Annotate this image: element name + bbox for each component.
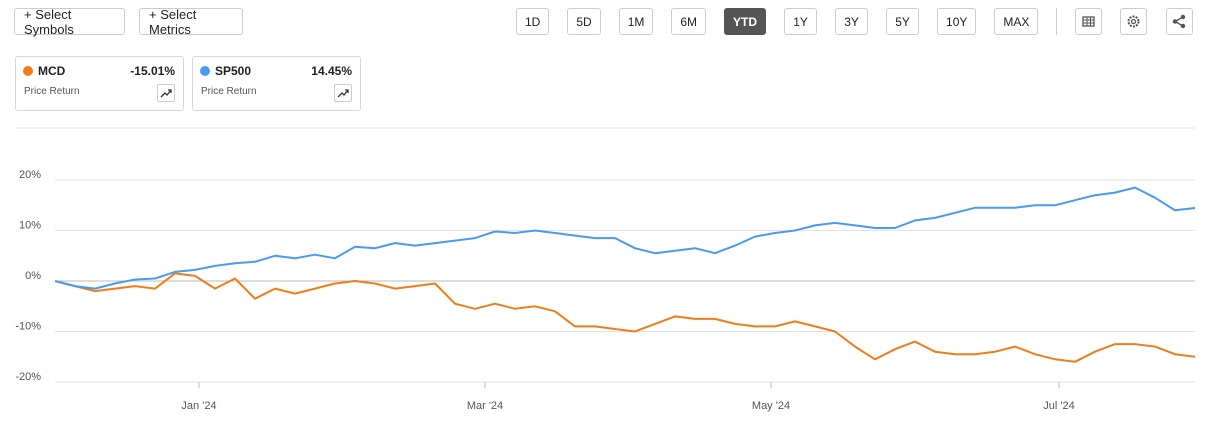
table-icon[interactable] [1075, 8, 1102, 35]
legend-name: SP500 [215, 64, 252, 78]
legend-card[interactable]: SP500 14.45% Price Return [192, 56, 361, 111]
share-glyph [1172, 14, 1186, 29]
legend-name: MCD [38, 64, 66, 78]
x-tick-label: Jul '24 [1043, 400, 1074, 412]
period-button[interactable]: 1Y [784, 8, 818, 35]
y-tick-label: -10% [15, 321, 41, 333]
period-selector: 1D 5D 1M 6M YTD 1Y 3Y 5Y 10Y MAX [516, 8, 1039, 35]
period-button[interactable]: 1D [516, 8, 550, 35]
legend-dot [23, 66, 33, 76]
trend-glyph [337, 89, 349, 98]
period-button[interactable]: 3Y [835, 8, 869, 35]
legend-card[interactable]: MCD -15.01% Price Return [15, 56, 184, 111]
table-glyph [1082, 16, 1095, 27]
period-button[interactable]: 5D [567, 8, 601, 35]
x-tick-label: May '24 [752, 400, 790, 412]
select-metrics-button[interactable]: + Select Metrics [139, 7, 243, 37]
x-tick-label: Mar '24 [467, 400, 503, 412]
period-button[interactable]: 1M [618, 8, 654, 35]
trend-button[interactable] [157, 84, 175, 102]
period-button[interactable]: 10Y [937, 8, 977, 35]
settings-icon[interactable] [1120, 8, 1147, 35]
period-button[interactable]: 6M [671, 8, 707, 35]
y-tick-label: 10% [19, 220, 41, 232]
period-button[interactable]: MAX [994, 8, 1039, 35]
legend-metric: Price Return [201, 86, 257, 97]
legend-dot [200, 66, 210, 76]
x-tick-label: Jan '24 [181, 400, 216, 412]
trend-glyph [160, 89, 172, 98]
legend-change: -15.01% [130, 64, 175, 78]
series-line [54, 272, 1196, 363]
series-line [54, 186, 1196, 290]
y-tick-label: -20% [15, 371, 41, 383]
period-button[interactable]: 5Y [886, 8, 920, 35]
trend-button[interactable] [334, 84, 352, 102]
legend-change: 14.45% [311, 64, 352, 78]
gear-glyph [1127, 15, 1140, 28]
share-icon[interactable] [1166, 8, 1193, 35]
select-symbols-button[interactable]: + Select Symbols [14, 7, 125, 37]
separator [1056, 8, 1057, 35]
y-tick-label: 20% [19, 169, 41, 181]
period-button[interactable]: YTD [724, 8, 767, 35]
legend-metric: Price Return [24, 86, 80, 97]
y-tick-label: 0% [25, 270, 41, 282]
